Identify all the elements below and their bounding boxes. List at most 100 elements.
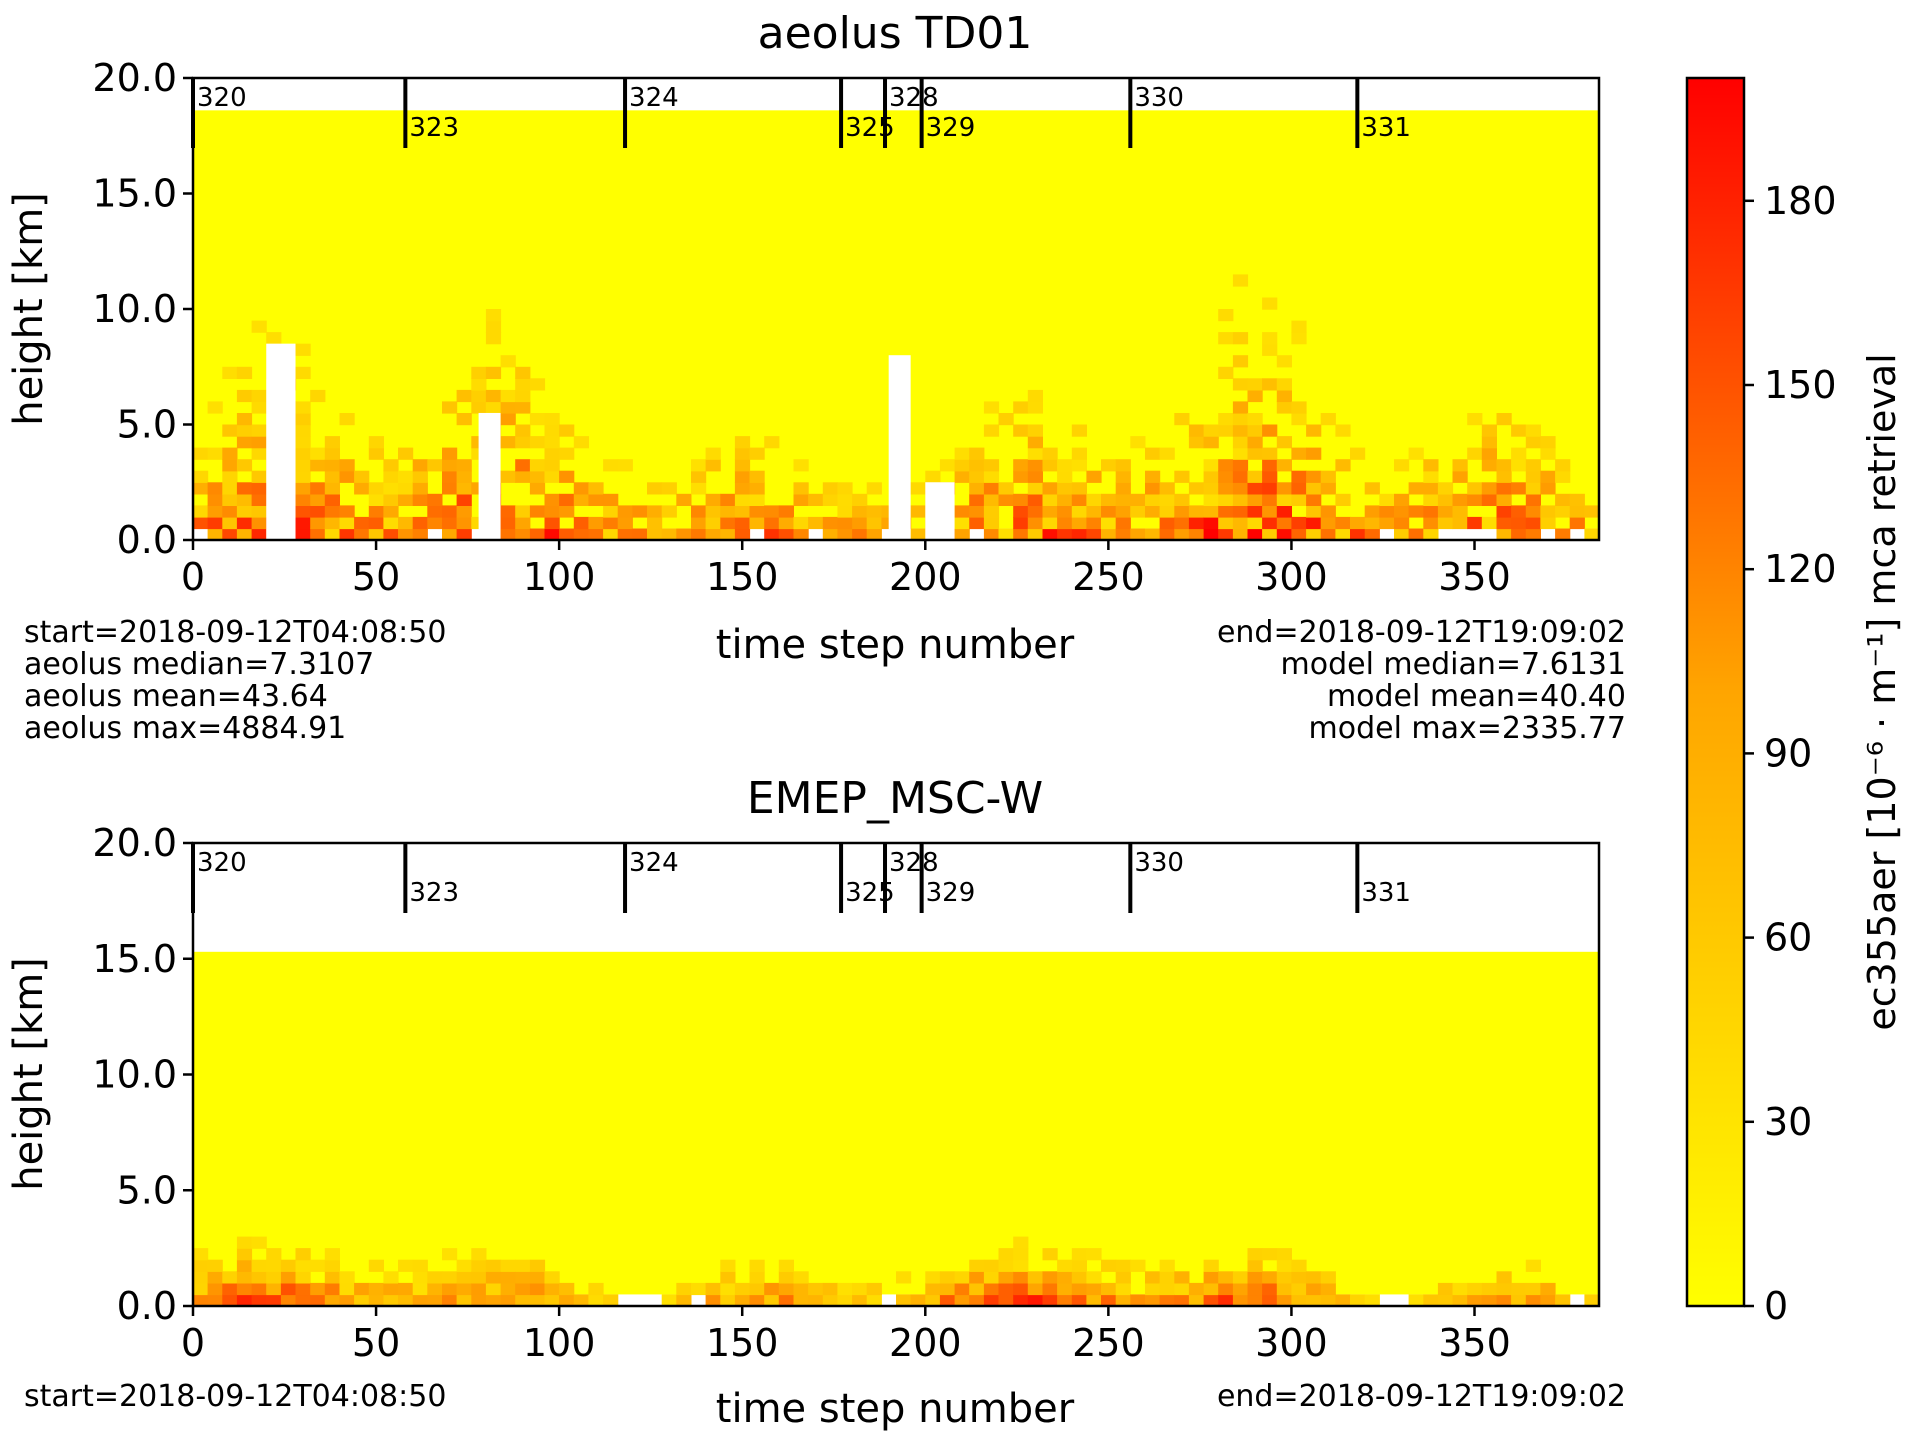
heatmap-cell [822, 516, 838, 530]
heatmap-cell [573, 482, 589, 495]
heatmap-cell [544, 1294, 560, 1307]
heatmap-cell [295, 1294, 311, 1307]
heatmap-cell [1481, 493, 1497, 506]
x-tick-label: 100 [523, 555, 596, 599]
heatmap-cell [1379, 505, 1395, 518]
heatmap-cell [324, 482, 340, 495]
heatmap-cell [193, 1282, 209, 1296]
heatmap-cell [1057, 493, 1073, 506]
heatmap-cell [310, 516, 326, 530]
heatmap-cell [1218, 493, 1234, 506]
heatmap-cell [866, 482, 882, 495]
heatmap-cell [1511, 505, 1527, 518]
heatmap-cell [1320, 1294, 1336, 1307]
heatmap-cell [207, 1271, 223, 1284]
heatmap-cell [515, 516, 531, 530]
heatmap-cell [764, 1282, 780, 1296]
heatmap-cell [778, 1282, 794, 1296]
heatmap-cell [1057, 470, 1073, 483]
heatmap-cell [969, 1271, 985, 1284]
x-tick-label: 300 [1255, 1321, 1328, 1365]
heatmap-cell [1496, 493, 1512, 506]
heatmap-cell [310, 459, 326, 472]
heatmap-cell [1569, 493, 1585, 506]
y-axis-label: height [km] [6, 957, 52, 1191]
heatmap-cell [866, 1282, 882, 1296]
heatmap-cell [793, 1294, 809, 1307]
heatmap-cell [1306, 1282, 1322, 1296]
heatmap-cell [866, 516, 882, 530]
heatmap-cell [1027, 1271, 1043, 1284]
heatmap-cell [734, 505, 751, 518]
y-tick-label: 5.0 [117, 1168, 177, 1212]
heatmap-cell [1218, 482, 1234, 495]
heatmap-cell [793, 516, 809, 530]
heatmap-cell [603, 505, 619, 518]
heatmap-cell [1057, 1271, 1073, 1284]
heatmap-cell [193, 1248, 209, 1261]
heatmap-cell [1276, 355, 1292, 368]
heatmap-cell [1481, 516, 1497, 530]
heatmap-cell [1042, 505, 1058, 518]
heatmap-cell [1320, 413, 1336, 426]
heatmap-cell [969, 505, 985, 518]
heatmap-cell [383, 516, 399, 530]
orbit-marker-label: 323 [409, 113, 459, 143]
heatmap-cell [383, 1282, 399, 1296]
heatmap-cell [1145, 1294, 1161, 1307]
heatmap-cell [207, 505, 223, 518]
heatmap-cell [647, 516, 663, 530]
heatmap-cell [1569, 505, 1585, 518]
heatmap-cell [222, 1282, 238, 1296]
heatmap-cell [324, 528, 340, 541]
heatmap-cell [544, 493, 560, 506]
panel-title: aeolus TD01 [758, 8, 1033, 59]
heatmap-cell [280, 1271, 297, 1284]
orbit-marker-label: 324 [629, 83, 679, 113]
heatmap-cell [1452, 470, 1468, 483]
x-tick-label: 100 [523, 1321, 596, 1365]
x-tick-label: 250 [1072, 555, 1145, 599]
heatmap-cell [1203, 424, 1219, 437]
heatmap-cell [1115, 493, 1131, 506]
heatmap-cell [1086, 505, 1102, 518]
heatmap-cell [1071, 1294, 1087, 1307]
heatmap-cell [1320, 470, 1336, 483]
orbit-marker-label: 323 [409, 878, 459, 908]
heatmap-cell [1013, 1271, 1029, 1284]
heatmap-cell [1408, 482, 1424, 495]
heatmap-cell [1013, 493, 1029, 506]
heatmap-cell [1159, 528, 1175, 541]
y-tick-label: 10.0 [92, 287, 177, 331]
heatmap-cell [1086, 1294, 1102, 1307]
heatmap-cell [354, 482, 370, 495]
x-tick-label: 350 [1438, 555, 1511, 599]
heatmap-cell [837, 482, 853, 495]
heatmap-cell [1350, 1294, 1366, 1307]
heatmap-cell [1013, 1259, 1029, 1272]
heatmap-cell [368, 1294, 384, 1307]
heatmap-cell [427, 459, 443, 472]
orbit-marker-label: 325 [845, 113, 895, 143]
heatmap-cell [1511, 516, 1527, 530]
heatmap-cell [1042, 459, 1058, 472]
heatmap-cell [1467, 413, 1483, 426]
heatmap-cell [1071, 424, 1087, 437]
heatmap-cell [1525, 459, 1541, 472]
heatmap-cell [207, 482, 223, 495]
heatmap-cell [588, 493, 604, 506]
heatmap-cell [222, 447, 238, 460]
heatmap-cell [1555, 528, 1571, 541]
heatmap-cell [691, 505, 707, 518]
heatmap-cell [764, 505, 780, 518]
heatmap-cell [603, 493, 619, 506]
heatmap-cell [544, 424, 560, 437]
heatmap-cell [251, 1259, 267, 1272]
heatmap-cell [295, 459, 311, 472]
heatmap-cell [1188, 1294, 1205, 1307]
heatmap-cell [852, 1294, 868, 1307]
heatmap-cell [969, 470, 985, 483]
heatmap-cell [720, 1282, 736, 1296]
heatmap-cell [1027, 516, 1043, 530]
